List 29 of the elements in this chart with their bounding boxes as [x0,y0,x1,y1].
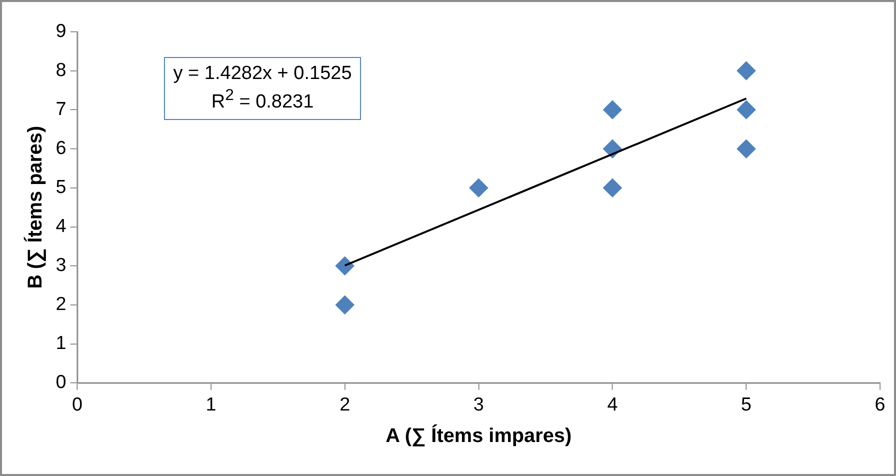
y-tick-label: 9 [56,20,66,41]
point [736,61,756,80]
point [602,100,622,120]
point [335,295,354,314]
annotation: y = 1.4282x + 0.1525 [173,62,352,86]
y-tick-label: 7 [56,98,66,119]
y-tick-label: 4 [56,215,66,236]
x-tick-label: 3 [473,393,484,414]
point [736,100,756,120]
x-tick-label: 0 [72,393,82,414]
x-tick-label: 1 [206,393,216,414]
y-tick-label: 1 [56,332,66,354]
y-tick-label: 0 [56,371,66,392]
annotation: R$^{2}$ = 0.8231 [210,86,315,115]
x-tick-label: 2 [340,393,350,414]
y-tick-label: 2 [56,293,66,314]
x-axis-title: A (∑ Ítems impares) [386,424,572,447]
point [602,178,622,198]
y-tick-label: 3 [56,254,66,276]
x-tick-label: 5 [740,393,752,414]
point [335,256,354,276]
y-tick-label: 6 [56,137,66,158]
y-tick-label: 8 [56,58,66,80]
y-tick-label: 5 [56,176,66,198]
point [469,178,488,198]
y-axis-title: B (∑ Ítems pares) [23,126,46,289]
x-tick-label: 6 [874,393,886,414]
x-tick-label: 4 [607,393,618,414]
point [736,139,756,158]
